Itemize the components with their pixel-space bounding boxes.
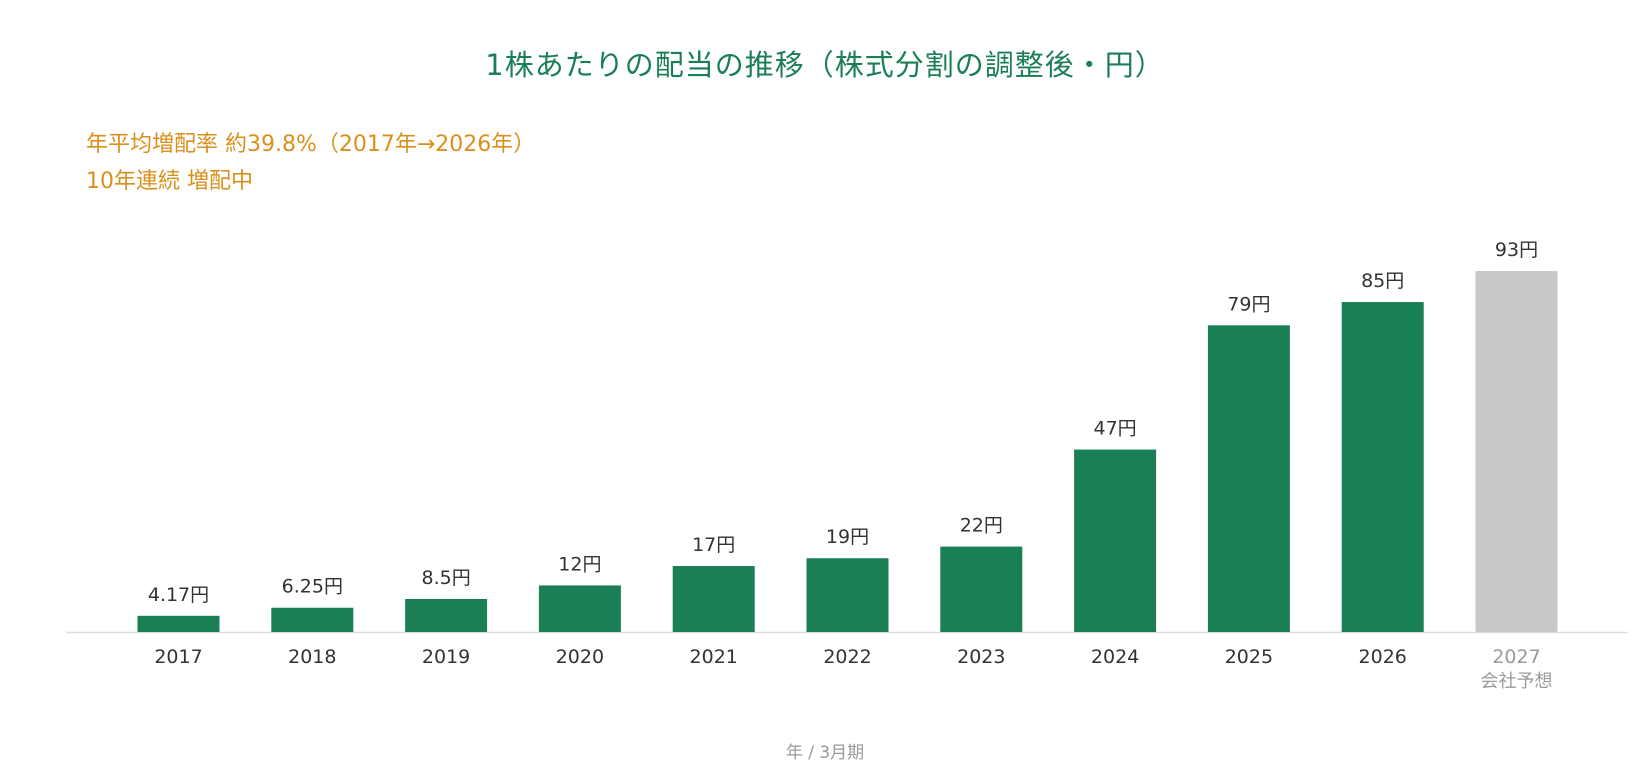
value-label-2024: 47円 bbox=[1094, 418, 1137, 440]
growth-rate-annotation: 年平均増配率 約39.8%（2017年→2026年） bbox=[86, 132, 536, 157]
bar-2025 bbox=[1207, 325, 1290, 632]
value-label-2025: 79円 bbox=[1227, 293, 1270, 315]
x-tick-label-2026: 2026 bbox=[1359, 646, 1407, 668]
x-tick-sublabel-2027: 会社予想 bbox=[1481, 671, 1553, 692]
x-tick-label-2023: 2023 bbox=[957, 646, 1005, 668]
bar-2017 bbox=[137, 615, 220, 632]
x-tick-label-2019: 2019 bbox=[422, 646, 470, 668]
x-tick-label-2024: 2024 bbox=[1091, 646, 1139, 668]
bar-2018 bbox=[271, 607, 354, 632]
chart-title: 1株あたりの配当の推移（株式分割の調整後・円） bbox=[485, 48, 1165, 82]
value-label-2022: 19円 bbox=[826, 526, 869, 548]
value-label-2020: 12円 bbox=[558, 553, 601, 575]
value-label-2017: 4.17円 bbox=[148, 584, 209, 606]
value-label-2027: 93円 bbox=[1495, 239, 1538, 261]
bar-2027 bbox=[1475, 271, 1558, 632]
x-axis-title: 年 / 3月期 bbox=[785, 743, 865, 763]
value-label-2021: 17円 bbox=[692, 534, 735, 556]
value-label-2023: 22円 bbox=[960, 515, 1003, 537]
x-tick-label-2017: 2017 bbox=[154, 646, 202, 668]
value-label-2018: 6.25円 bbox=[282, 576, 343, 598]
x-tick-label-2027: 2027 bbox=[1492, 646, 1540, 668]
bar-2020 bbox=[538, 585, 621, 632]
x-tick-label-2022: 2022 bbox=[823, 646, 871, 668]
x-tick-label-2018: 2018 bbox=[288, 646, 336, 668]
x-tick-label-2020: 2020 bbox=[556, 646, 604, 668]
bar-2023 bbox=[940, 546, 1023, 632]
consecutive-increase-annotation: 10年連続 増配中 bbox=[86, 169, 253, 194]
bar-2022 bbox=[806, 558, 889, 632]
x-tick-label-2021: 2021 bbox=[690, 646, 738, 668]
value-label-2026: 85円 bbox=[1361, 270, 1404, 292]
bar-2019 bbox=[405, 599, 488, 632]
x-tick-label-2025: 2025 bbox=[1225, 646, 1273, 668]
bar-2021 bbox=[672, 566, 755, 632]
bar-2024 bbox=[1074, 449, 1157, 632]
value-label-2019: 8.5円 bbox=[421, 567, 470, 589]
bar-2026 bbox=[1341, 302, 1424, 632]
